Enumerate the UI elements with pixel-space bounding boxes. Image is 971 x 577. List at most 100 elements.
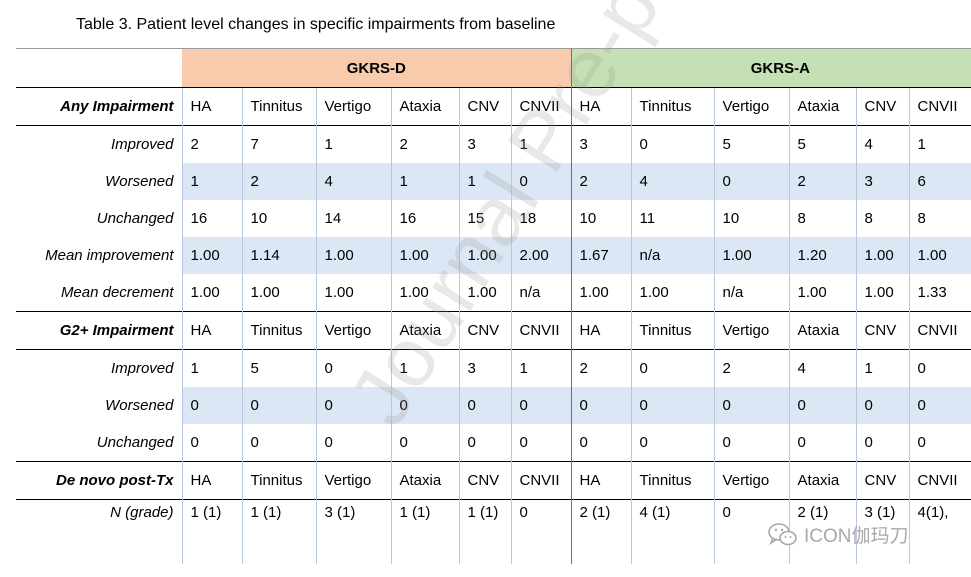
table-cell: 4 [315, 163, 391, 200]
column-header: HA [570, 87, 632, 126]
column-header: CNVII [908, 311, 971, 350]
table-cell: 1.00 [241, 274, 316, 312]
table-cell: 4(1), [908, 499, 971, 564]
table-cell: 0 [510, 499, 572, 564]
column-header: Vertigo [713, 87, 790, 126]
table-cell: 0 [315, 424, 391, 462]
table-cell: n/a [713, 274, 790, 312]
table-cell: 1.00 [390, 237, 459, 274]
column-header: HA [181, 87, 242, 126]
table-cell: 6 [908, 163, 971, 200]
table-cell: 0 [855, 424, 910, 462]
column-header: CNVII [908, 461, 971, 500]
column-header: CNV [458, 311, 511, 350]
table-cell: 2 [788, 163, 857, 200]
table-cell: 0 [570, 387, 632, 424]
table-cell: 0 [241, 424, 316, 462]
table-cell: 3 [458, 125, 511, 163]
table-cell: 0 [855, 387, 910, 424]
column-header: CNVII [908, 87, 971, 126]
table-cell: 1 (1) [390, 499, 459, 564]
column-header: Ataxia [390, 461, 459, 500]
table-cell: 0 [713, 163, 790, 200]
row-label: N (grade) [16, 499, 182, 564]
column-header: Tinnitus [241, 461, 316, 500]
table-cell: 0 [510, 424, 572, 462]
row-label: Unchanged [96, 210, 174, 227]
table-cell: 0 [510, 387, 572, 424]
table-cell: 1.33 [908, 274, 971, 312]
table-cell: 14 [315, 200, 391, 237]
table-cell: 0 [458, 424, 511, 462]
table-cell: 2.00 [510, 237, 572, 274]
table-cell: 1.00 [908, 237, 971, 274]
table-cell: 11 [630, 200, 715, 237]
table-cell: 1.00 [315, 274, 391, 312]
table-cell: 2 [713, 349, 790, 387]
table-row: N (grade) 1 (1) 1 (1) 3 (1) 1 (1) 1 (1) 0 2 (1)… [16, 499, 971, 564]
table-row: Worsened 0 0 0 0 0 0 0 0 0 0 0 0 [16, 387, 971, 424]
table-cell: 0 [241, 387, 316, 424]
column-header: CNV [855, 87, 910, 126]
table-cell: 0 [630, 349, 715, 387]
column-header: Tinnitus [241, 311, 316, 350]
table-cell: 1.00 [788, 274, 857, 312]
table-cell: 5 [788, 125, 857, 163]
table-cell: 4 [855, 125, 910, 163]
column-header: CNVII [510, 87, 572, 126]
table-cell: 1 [510, 349, 572, 387]
table-cell: 1.00 [855, 237, 910, 274]
table-cell: 1.67 [570, 237, 632, 274]
wechat-icon [768, 522, 798, 548]
column-header: Ataxia [788, 87, 857, 126]
group-header-gkrs-a: GKRS-A [570, 48, 971, 88]
table-cell: 1 (1) [241, 499, 316, 564]
column-header: Tinnitus [630, 461, 715, 500]
table-cell: 0 [630, 424, 715, 462]
table-cell: 1 [181, 163, 242, 200]
column-header: Ataxia [788, 461, 857, 500]
table-cell: 0 [181, 387, 242, 424]
column-header: CNV [855, 311, 910, 350]
table-cell: 1.00 [630, 274, 715, 312]
row-label: Improved [16, 125, 182, 163]
table-cell: 8 [908, 200, 971, 237]
table-cell: 8 [855, 200, 910, 237]
group-header-gkrs-d: GKRS-D [182, 48, 572, 88]
table-cell: 1 [390, 349, 459, 387]
section-title: De novo post-Tx [16, 461, 182, 500]
table-cell: 0 [713, 424, 790, 462]
table-caption: Table 3. Patient level changes in specif… [76, 16, 556, 33]
table-cell: 1.14 [241, 237, 316, 274]
table-cell: 1 [458, 163, 511, 200]
table-cell: 10 [713, 200, 790, 237]
table-cell: 1 [855, 349, 910, 387]
table-cell: 1.00 [570, 274, 632, 312]
group-header-row: GKRS-D GKRS-A [16, 48, 971, 88]
column-header: HA [570, 311, 632, 350]
table-cell: 16 [181, 200, 242, 237]
table-cell: n/a [630, 237, 715, 274]
impairment-table: GKRS-D GKRS-A Any Impairment HA Tinnitus Vert… [16, 48, 971, 564]
table-row: Mean improvement 1.00 1.14 1.00 1.00 1.00 2.00… [16, 237, 971, 274]
column-header: HA [570, 461, 632, 500]
column-header: HA [181, 461, 242, 500]
table-cell: 0 [390, 424, 459, 462]
row-label: Mean decrement [60, 284, 174, 301]
column-header: Ataxia [788, 311, 857, 350]
table-cell: 4 [788, 349, 857, 387]
table-cell: 2 [570, 163, 632, 200]
table-row: Unchanged 16 10 14 16 15 18 10 11 10 8 8 8 [16, 200, 971, 237]
table-cell: 0 [713, 499, 790, 564]
table-cell: 1 [181, 349, 242, 387]
table-cell: 2 [390, 125, 459, 163]
table-cell: 0 [788, 387, 857, 424]
table-cell: 0 [510, 163, 572, 200]
row-label: Mean improvement [45, 247, 174, 264]
table-cell: 5 [713, 125, 790, 163]
table-row: Unchanged 0 0 0 0 0 0 0 0 0 0 0 0 [16, 424, 971, 462]
table-cell: 1.00 [713, 237, 790, 274]
table-cell: 0 [630, 387, 715, 424]
table-cell: 10 [570, 200, 632, 237]
table-row: Improved 2 7 1 2 3 1 3 0 5 5 4 1 [16, 125, 971, 163]
